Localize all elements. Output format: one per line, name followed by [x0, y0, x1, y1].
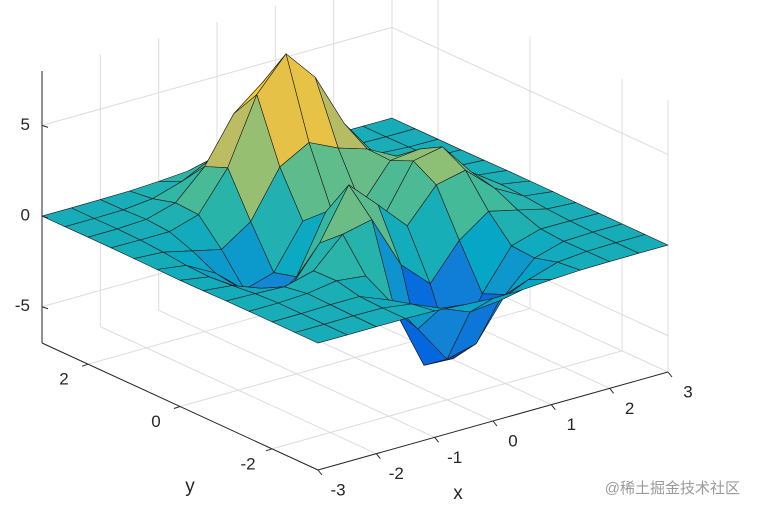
x-tick — [550, 404, 556, 410]
surface — [41, 53, 669, 366]
x-tick-label: 2 — [625, 399, 634, 418]
x-tick — [492, 420, 498, 427]
x-tick — [375, 453, 381, 459]
z-tick-label: 5 — [21, 115, 30, 134]
y-tick-label: 2 — [59, 370, 68, 389]
grid-line — [391, 26, 669, 155]
x-tick — [609, 388, 615, 394]
z-tick-label: -5 — [15, 296, 30, 315]
y-tick-label: 0 — [151, 412, 160, 431]
z-tick — [41, 215, 49, 219]
x-tick — [317, 469, 323, 476]
surface-cell — [294, 323, 348, 344]
x-tick-label: -2 — [389, 464, 404, 483]
x-tick-label: 3 — [683, 382, 692, 401]
y-tick — [265, 448, 273, 452]
x-tick-label: -1 — [447, 448, 462, 467]
grid-line — [41, 26, 393, 126]
y-tick — [173, 406, 181, 409]
z-tick — [41, 306, 49, 310]
x-tick-label: 1 — [567, 415, 576, 434]
y-tick — [81, 363, 89, 367]
axes: -3 -2 -1 0 1 2 3 -2 0 2 -5 0 5 — [15, 71, 693, 499]
x-tick-label: -3 — [330, 480, 345, 499]
z-tick-label: 0 — [21, 206, 30, 225]
x-axis-label: x — [453, 483, 463, 504]
z-tick — [41, 124, 49, 128]
y-axis-label: y — [185, 476, 195, 497]
grid-line — [271, 350, 623, 450]
x-tick-label: 0 — [508, 431, 517, 450]
x-tick — [434, 437, 440, 443]
y-tick-label: -2 — [240, 454, 255, 473]
watermark: @稀土掘金技术社区 — [605, 480, 740, 497]
x-tick — [667, 371, 673, 378]
